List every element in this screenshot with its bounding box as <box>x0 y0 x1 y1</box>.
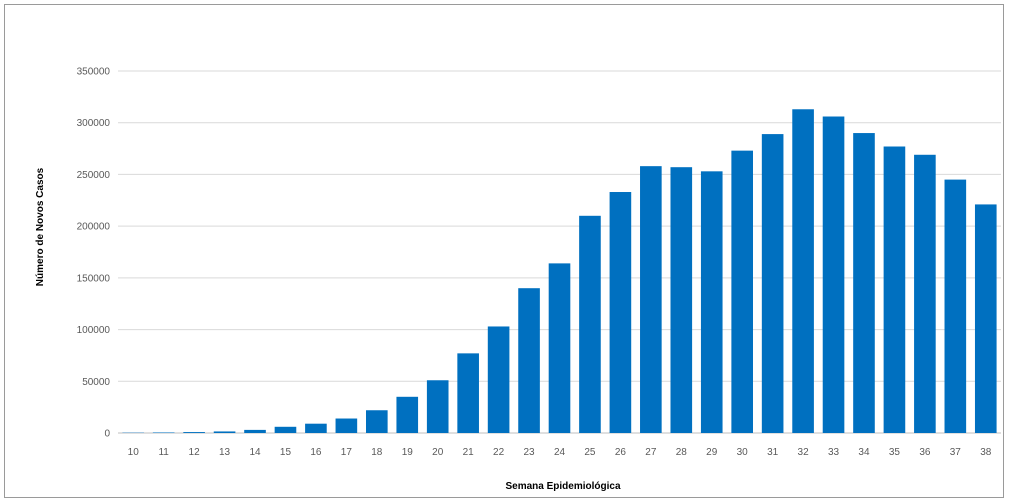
bar-week-38 <box>974 204 997 433</box>
bar-week-32 <box>792 109 814 434</box>
bar-week-18 <box>366 410 388 433</box>
x-tick-label: 17 <box>341 447 353 458</box>
x-tick-label: 12 <box>189 447 201 458</box>
x-tick-label: 22 <box>493 447 505 458</box>
x-tick-label: 38 <box>980 447 992 458</box>
bar-week-31 <box>761 134 784 433</box>
x-tick-label: 21 <box>463 447 475 458</box>
bar-week-22 <box>487 326 510 433</box>
y-tick-label: 200000 <box>77 222 111 233</box>
bar-week-34 <box>853 133 875 434</box>
bar-week-21 <box>457 353 479 433</box>
bars <box>122 109 997 434</box>
bar-week-37 <box>944 179 967 433</box>
x-tick-label: 27 <box>645 447 657 458</box>
x-tick-label: 29 <box>706 447 718 458</box>
y-tick-label: 150000 <box>77 273 111 284</box>
x-tick-label: 10 <box>128 447 140 458</box>
bar-week-35 <box>883 146 906 433</box>
bar-chart: 0 50000 100000 150000 200000 250000 300000 3500… <box>35 67 1001 492</box>
y-tick-label: 0 <box>104 429 110 440</box>
x-tick-label: 33 <box>828 447 840 458</box>
x-tick-label: 20 <box>432 447 444 458</box>
x-tick-label: 26 <box>615 447 627 458</box>
x-tick-label: 31 <box>767 447 779 458</box>
x-tick-label: 37 <box>950 447 962 458</box>
x-tick-label: 30 <box>737 447 749 458</box>
x-tick-label: 36 <box>919 447 931 458</box>
bar-week-12 <box>183 432 205 433</box>
bar-week-26 <box>609 192 632 433</box>
bar-week-16 <box>305 423 327 433</box>
x-tick-label: 23 <box>523 447 535 458</box>
bar-week-29 <box>700 171 723 433</box>
bar-week-11 <box>152 432 175 433</box>
y-tick-label: 250000 <box>77 170 111 181</box>
bar-week-19 <box>396 396 419 433</box>
x-tick-label: 19 <box>402 447 414 458</box>
x-tick-label: 25 <box>584 447 596 458</box>
bar-week-24 <box>548 263 571 433</box>
bar-week-13 <box>213 431 236 433</box>
x-axis-title: Semana Epidemiológica <box>505 481 620 492</box>
chart-frame: 0 50000 100000 150000 200000 250000 300000 3500… <box>4 4 1004 498</box>
y-axis-title: Número de Novos Casos <box>35 167 46 286</box>
bar-week-36 <box>914 154 936 433</box>
bar-week-27 <box>640 166 662 433</box>
bar-week-14 <box>244 429 266 433</box>
bar-week-28 <box>670 167 693 433</box>
bar-week-25 <box>579 215 601 433</box>
x-axis-ticks: 10 11 12 13 14 15 16 17 18 19 20 21 22 23 24 25 26 27 28 29… <box>128 447 992 458</box>
y-tick-label: 50000 <box>82 377 110 388</box>
y-tick-label: 300000 <box>77 118 111 129</box>
y-axis-ticks: 0 50000 100000 150000 200000 250000 300000 3500… <box>77 67 111 440</box>
x-tick-label: 18 <box>371 447 383 458</box>
x-tick-label: 35 <box>889 447 901 458</box>
bar-week-17 <box>335 418 358 433</box>
x-tick-label: 14 <box>249 447 261 458</box>
x-tick-label: 16 <box>310 447 322 458</box>
bar-week-33 <box>822 116 845 433</box>
bar-week-20 <box>426 380 449 433</box>
bar-week-30 <box>731 150 753 433</box>
x-tick-label: 15 <box>280 447 292 458</box>
y-tick-label: 350000 <box>77 67 111 78</box>
x-tick-label: 34 <box>858 447 870 458</box>
x-tick-label: 13 <box>219 447 231 458</box>
y-tick-label: 100000 <box>77 325 111 336</box>
x-tick-label: 32 <box>798 447 810 458</box>
bar-week-23 <box>518 288 540 433</box>
x-tick-label: 11 <box>158 447 169 458</box>
x-tick-label: 24 <box>554 447 566 458</box>
x-tick-label: 28 <box>676 447 688 458</box>
bar-week-15 <box>274 426 297 433</box>
